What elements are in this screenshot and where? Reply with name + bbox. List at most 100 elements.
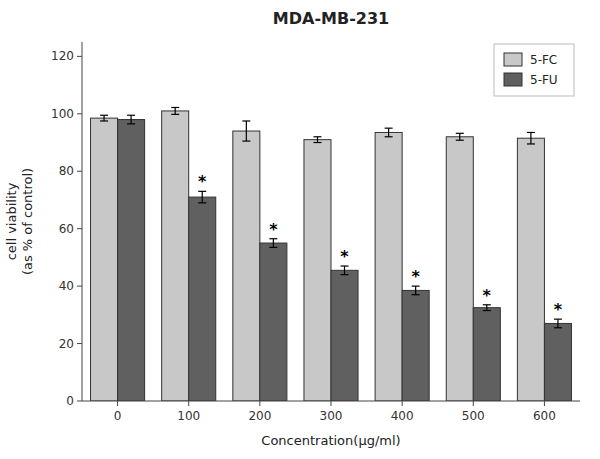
error-cap <box>385 136 393 137</box>
bar <box>517 138 544 401</box>
bars <box>91 107 572 401</box>
y-tick <box>77 228 82 229</box>
legend-label: 5-FU <box>530 73 558 87</box>
error-cap <box>313 142 321 143</box>
legend-label: 5-FC <box>530 53 557 67</box>
x-tick-label: 0 <box>114 409 122 423</box>
error-bar <box>100 115 108 121</box>
x-tick-label: 500 <box>462 409 485 423</box>
legend-box <box>494 44 574 96</box>
error-cap <box>242 120 250 121</box>
legend-swatch <box>504 53 522 66</box>
error-bar <box>171 107 179 114</box>
error-line <box>130 115 131 124</box>
bar <box>473 308 500 401</box>
error-line <box>344 266 345 275</box>
bar <box>260 243 287 401</box>
error-bar <box>341 266 349 275</box>
x-tick <box>544 401 545 406</box>
legend: 5-FC 5-FU <box>494 44 574 96</box>
y-tick <box>77 171 82 172</box>
error-bar <box>385 128 393 137</box>
bar <box>189 197 216 401</box>
error-cap <box>385 128 393 129</box>
bar <box>402 290 429 401</box>
error-cap <box>127 123 135 124</box>
significance-mark: * <box>269 220 278 239</box>
y-tick-label: 40 <box>59 279 74 293</box>
error-cap <box>313 136 321 137</box>
y-tick-label: 80 <box>59 164 74 178</box>
error-line <box>557 319 558 328</box>
y-tick-label: 100 <box>51 107 74 121</box>
error-line <box>388 128 389 137</box>
significance-mark: * <box>554 300 563 319</box>
y-tick <box>77 113 82 114</box>
error-cap <box>269 247 277 248</box>
x-tick-label: 100 <box>177 409 200 423</box>
bar <box>304 140 331 401</box>
error-line <box>459 133 460 140</box>
y-axis-label: cell viability(as % of control) <box>4 168 35 275</box>
significance-mark: * <box>340 247 349 266</box>
error-line <box>175 107 176 114</box>
x-tick <box>117 401 118 406</box>
bar <box>375 132 402 401</box>
bar <box>544 323 571 401</box>
error-cap <box>456 133 464 134</box>
bar <box>446 137 473 401</box>
error-cap <box>171 107 179 108</box>
error-cap <box>198 202 206 203</box>
error-cap <box>483 310 491 311</box>
y-tick-label: 120 <box>51 49 74 63</box>
x-tick-label: 200 <box>248 409 271 423</box>
bar <box>233 131 260 401</box>
error-line <box>202 191 203 202</box>
chart-svg: MDA-MB-231******020406080100120010020030… <box>0 0 600 459</box>
bar <box>91 118 118 401</box>
x-axis-label: Concentration(μg/ml) <box>261 433 400 448</box>
error-bar <box>412 286 420 295</box>
x-tick <box>331 401 332 406</box>
y-tick <box>77 401 82 402</box>
error-cap <box>100 115 108 116</box>
x-tick <box>473 401 474 406</box>
error-cap <box>127 115 135 116</box>
y-tick <box>77 286 82 287</box>
error-bar <box>269 239 277 248</box>
x-tick <box>259 401 260 406</box>
legend-swatch <box>504 73 522 86</box>
error-bar <box>242 121 250 141</box>
error-line <box>317 137 318 143</box>
y-axis-label-line: cell viability <box>4 182 19 260</box>
title: MDA-MB-231 <box>273 9 389 28</box>
y-tick-label: 60 <box>59 222 74 236</box>
error-bar <box>127 115 135 124</box>
error-line <box>415 286 416 295</box>
error-cap <box>242 140 250 141</box>
error-cap <box>341 274 349 275</box>
significance-mark: * <box>411 267 420 286</box>
y-axis-label-line: (as % of control) <box>20 168 35 275</box>
error-bar <box>456 133 464 140</box>
x-tick-label: 600 <box>533 409 556 423</box>
error-cap <box>456 140 464 141</box>
bar <box>331 270 358 401</box>
x-tick-label: 300 <box>320 409 343 423</box>
y-tick <box>77 56 82 57</box>
error-cap <box>527 132 535 133</box>
error-line <box>530 132 531 143</box>
bar <box>162 111 189 401</box>
significance-mark: * <box>483 286 492 305</box>
error-cap <box>100 120 108 121</box>
error-line <box>103 115 104 121</box>
error-line <box>486 305 487 311</box>
error-bar <box>527 132 535 143</box>
error-cap <box>527 143 535 144</box>
error-line <box>273 239 274 248</box>
error-bar <box>554 319 562 328</box>
x-tick <box>402 401 403 406</box>
error-bar <box>198 191 206 202</box>
x-tick <box>188 401 189 406</box>
error-cap <box>554 327 562 328</box>
